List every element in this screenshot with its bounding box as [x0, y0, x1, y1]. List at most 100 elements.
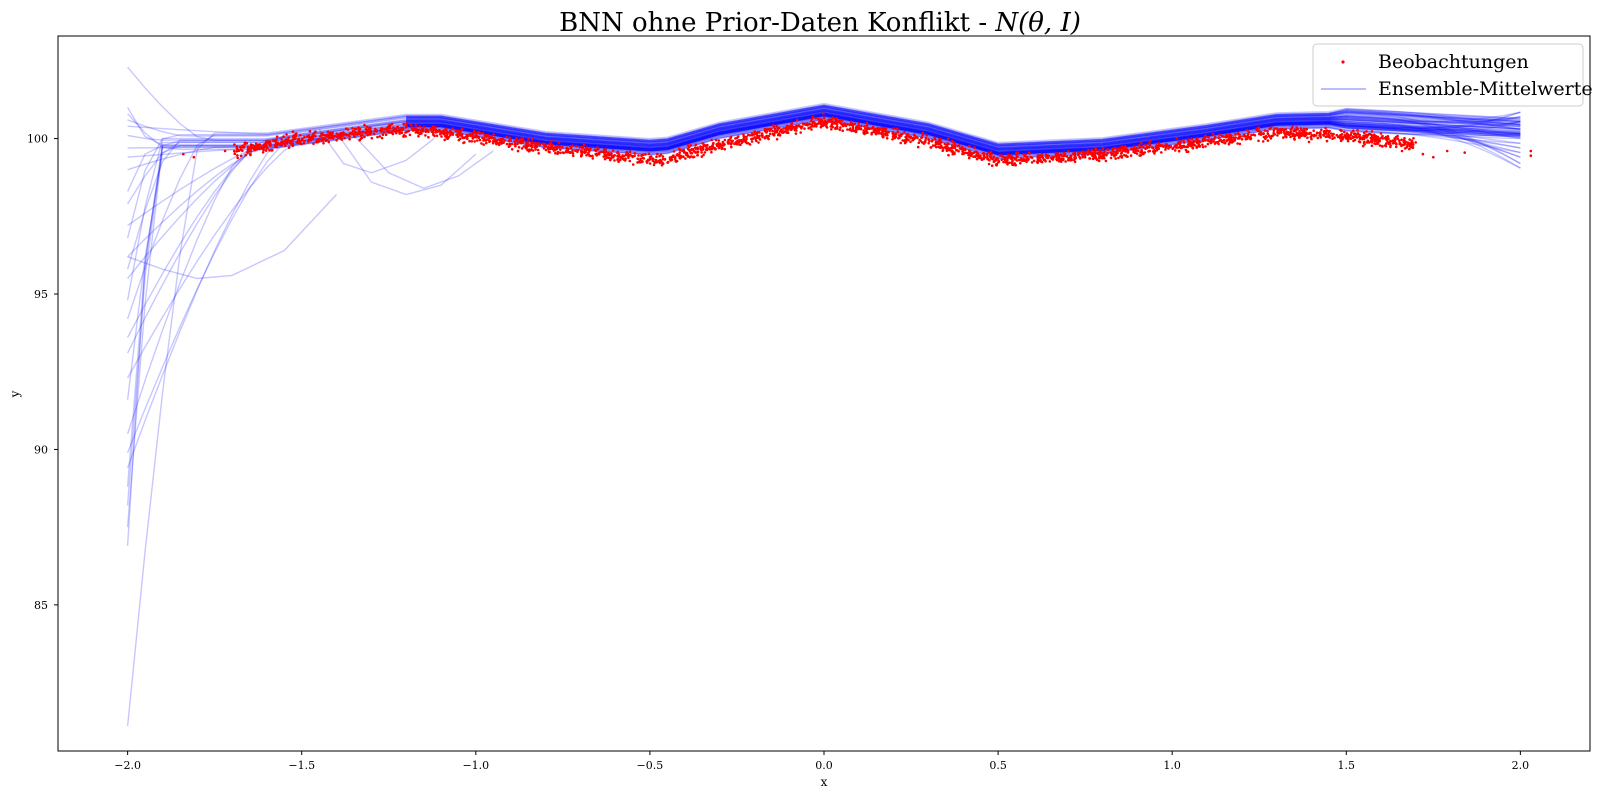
observation-point [1167, 147, 1170, 150]
observation-point [668, 157, 672, 161]
observation-point [1284, 132, 1287, 136]
observation-point [1086, 153, 1090, 156]
observation-point [471, 135, 475, 139]
observation-point [1393, 141, 1396, 145]
observation-point [543, 143, 547, 146]
observation-point [656, 152, 659, 156]
observation-point [1380, 144, 1384, 148]
observation-point [1101, 147, 1105, 150]
observation-point [369, 126, 372, 130]
observation-point [513, 142, 516, 146]
ensemble-line [406, 109, 1521, 150]
observation-point [1116, 148, 1119, 151]
observation-point [1207, 136, 1210, 139]
observation-point [734, 137, 737, 140]
observation-point [1341, 135, 1345, 139]
observation-point [1402, 143, 1405, 147]
observation-point [958, 147, 962, 150]
observation-point [1324, 130, 1327, 134]
observation-point [968, 150, 972, 154]
observation-point [975, 157, 979, 161]
observation-point [1335, 133, 1339, 137]
observation-point [763, 127, 767, 131]
observation-point [365, 125, 369, 129]
observation-point [491, 141, 495, 145]
observation-point [1014, 157, 1018, 160]
observation-point [1312, 134, 1315, 138]
observation-point [1088, 157, 1092, 160]
observation-point [795, 126, 798, 130]
observation-point [1414, 141, 1417, 144]
observation-point [424, 134, 427, 137]
observation-point [1101, 156, 1104, 160]
observation-point [1109, 151, 1113, 154]
observation-point [561, 145, 564, 149]
observation-point [1411, 146, 1415, 150]
observation-point [490, 136, 494, 139]
observation-point [1408, 138, 1411, 141]
observation-point [542, 147, 546, 150]
observation-point [661, 155, 665, 158]
observation-point [1297, 134, 1300, 137]
observation-point [1192, 140, 1195, 143]
observation-point [841, 119, 844, 122]
observation-point [604, 150, 608, 154]
observation-point [449, 133, 452, 137]
observation-point [1386, 135, 1390, 138]
observation-point [694, 143, 698, 146]
observation-point [524, 146, 528, 150]
observation-point [373, 129, 377, 133]
observation-point [1120, 145, 1123, 149]
observation-point [1140, 149, 1143, 152]
observation-point [378, 135, 382, 138]
observation-point [534, 144, 538, 148]
observation-point [1159, 144, 1162, 148]
observation-point [1384, 144, 1388, 148]
observation-point [1149, 139, 1152, 142]
x-tick-label: −1.0 [462, 759, 489, 772]
observation-point [405, 122, 408, 125]
observation-point [1389, 139, 1392, 143]
observation-point [838, 128, 842, 132]
observation-point [974, 155, 977, 158]
observation-point [1083, 154, 1087, 157]
observation-point [248, 146, 252, 149]
observation-point [1196, 141, 1199, 144]
observation-point [723, 138, 727, 142]
observation-point [255, 148, 259, 151]
observation-point [1262, 135, 1266, 139]
observation-point [559, 151, 562, 155]
observation-point [822, 121, 826, 124]
observation-point [461, 136, 465, 140]
observation-point [291, 130, 295, 133]
ensemble-line [126, 106, 1521, 469]
observation-point [1356, 132, 1360, 135]
observation-point [986, 155, 989, 158]
observation-point [1259, 130, 1262, 134]
observation-point [517, 146, 521, 149]
observation-point [440, 131, 443, 134]
observation-point [1069, 154, 1073, 158]
observation-point [1293, 135, 1296, 138]
observation-point [849, 122, 853, 126]
observation-point [236, 154, 239, 157]
observation-point [775, 138, 779, 141]
observation-point [947, 153, 950, 157]
observation-point [913, 134, 916, 137]
observation-point [554, 145, 557, 148]
observation-point [987, 151, 990, 154]
observation-point [728, 139, 732, 142]
observation-point [332, 134, 335, 138]
observation-point [1225, 139, 1229, 142]
observation-point [911, 139, 914, 142]
observation-point [684, 157, 687, 160]
observation-point [1083, 156, 1087, 159]
observation-point [549, 142, 553, 145]
observation-point [1000, 158, 1003, 162]
observation-point [1239, 135, 1242, 138]
observation-point [794, 132, 798, 135]
observation-point [927, 141, 930, 145]
observation-point [602, 155, 605, 158]
observation-point [1016, 155, 1019, 159]
observation-point [1096, 151, 1099, 155]
